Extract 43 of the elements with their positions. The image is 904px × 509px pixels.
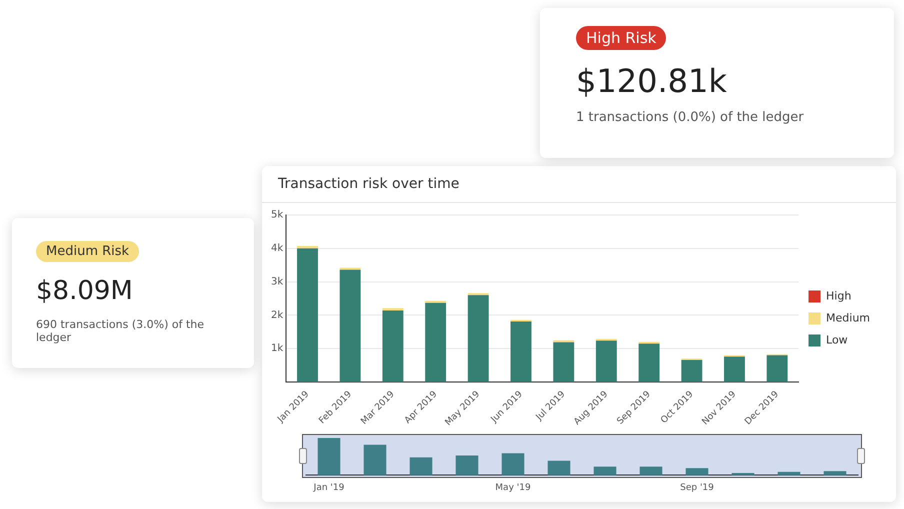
- bar: [824, 471, 846, 476]
- bar: [596, 340, 617, 382]
- text: Medium Risk: [36, 241, 140, 262]
- bar: [638, 344, 660, 382]
- bar: [340, 270, 361, 382]
- bar: [456, 455, 478, 476]
- legend-label: Medium: [826, 311, 870, 324]
- bar: [594, 466, 616, 476]
- x-tick-label: Jan '19: [312, 482, 345, 493]
- x-tick-label: Sep '19: [680, 482, 714, 493]
- y-tick-label: 2k: [270, 310, 284, 321]
- bar: [297, 248, 318, 382]
- bar: [410, 457, 432, 476]
- text: $8.09M: [36, 276, 134, 306]
- bar: [502, 453, 524, 476]
- bar: [681, 360, 702, 382]
- bar: [732, 472, 754, 476]
- bar: [382, 308, 404, 311]
- x-tick-label: May '19: [495, 482, 531, 493]
- chart-title: Transaction risk over time: [262, 166, 896, 203]
- bar: [318, 438, 340, 476]
- y-tick-label: 3k: [270, 276, 284, 288]
- text: 1 transactions (0.0%) of the ledger: [576, 110, 805, 125]
- bar: [778, 472, 800, 476]
- bar: [425, 302, 446, 382]
- legend-label: High: [826, 289, 852, 302]
- legend-label: Low: [826, 333, 848, 346]
- bar: [364, 444, 386, 476]
- bar: [510, 322, 532, 382]
- bar: [553, 342, 574, 382]
- bar: [468, 295, 489, 382]
- bar: [640, 466, 662, 476]
- text: 690 transactions (3.0%) of the ledger: [36, 318, 206, 344]
- bar: [548, 460, 570, 476]
- text: High Risk: [576, 26, 666, 50]
- bar: [766, 355, 788, 382]
- bar: [724, 356, 745, 382]
- y-tick-label: 4k: [270, 242, 284, 254]
- y-tick-label: 1k: [270, 343, 284, 354]
- bar: [382, 310, 404, 382]
- text: $120.81k: [576, 62, 728, 100]
- bar: [686, 468, 708, 476]
- y-tick-label: 5k: [270, 210, 284, 221]
